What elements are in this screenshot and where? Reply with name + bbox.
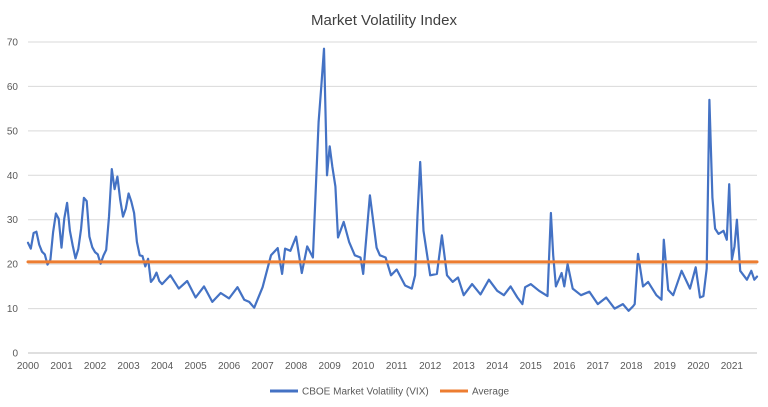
x-tick-label: 2021 (721, 361, 744, 372)
y-tick-label: 70 (7, 38, 19, 49)
legend-label-vix: CBOE Market Volatility (VIX) (302, 387, 429, 398)
x-tick-label: 2005 (184, 361, 207, 372)
x-tick-label: 2013 (453, 361, 476, 372)
legend: CBOE Market Volatility (VIX) Average (270, 387, 510, 398)
x-tick-label: 2019 (654, 361, 677, 372)
x-tick-label: 2006 (218, 361, 241, 372)
x-tick-label: 2020 (687, 361, 710, 372)
x-tick-label: 2008 (285, 361, 308, 372)
legend-label-average: Average (472, 387, 510, 398)
x-tick-label: 2007 (251, 361, 274, 372)
y-tick-label: 50 (7, 126, 19, 137)
x-tick-label: 2011 (386, 361, 408, 372)
y-axis-tick-labels: 0 10 20 30 40 50 60 70 (7, 38, 19, 360)
gridlines (28, 41, 757, 310)
x-tick-label: 2003 (117, 361, 140, 372)
series-line-vix (26, 47, 759, 312)
y-tick-label: 60 (7, 82, 19, 93)
x-tick-label: 2017 (587, 361, 610, 372)
x-tick-label: 2004 (151, 361, 174, 372)
y-tick-label: 30 (7, 215, 19, 226)
y-tick-label: 10 (7, 304, 19, 315)
series-lines (26, 47, 759, 312)
x-tick-label: 2012 (419, 361, 442, 372)
x-tick-label: 2002 (84, 361, 107, 372)
y-tick-label: 20 (7, 260, 19, 271)
x-tick-label: 2000 (17, 361, 40, 372)
y-tick-label: 40 (7, 171, 19, 182)
y-tick-label: 0 (12, 349, 18, 360)
x-tick-label: 2010 (352, 361, 375, 372)
x-axis-tick-labels: 2000 2001 2002 2003 2004 2005 2006 2007 2008 2009… (17, 361, 744, 372)
x-tick-label: 2018 (620, 361, 643, 372)
chart-title: Market Volatility Index (311, 12, 457, 29)
x-tick-label: 2014 (486, 361, 509, 372)
x-tick-label: 2009 (319, 361, 342, 372)
x-tick-label: 2016 (553, 361, 576, 372)
x-tick-label: 2015 (520, 361, 543, 372)
x-tick-label: 2001 (50, 361, 73, 372)
